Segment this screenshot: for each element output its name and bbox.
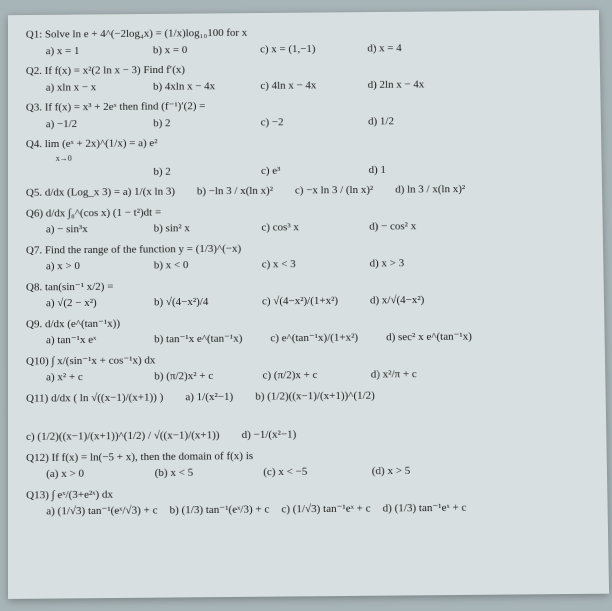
q9-opt-a: a) tan⁻¹x eˣ xyxy=(46,332,126,349)
q9-options: a) tan⁻¹x eˣ b) tan⁻¹x e^(tan⁻¹x) c) e^(… xyxy=(46,328,587,349)
q3-text: Q3. If f(x) = x³ + 2eˣ then find (f⁻¹)′(… xyxy=(26,100,205,113)
q9-opt-d: d) sec² x e^(tan⁻¹x) xyxy=(386,329,472,346)
q2-opt-b: b) 4xln x − 4x xyxy=(153,78,233,95)
q12-text: Q12) If f(x) = ln(−5 + x), then the doma… xyxy=(26,450,253,464)
question-3: Q3. If f(x) = x³ + 2eˣ then find (f⁻¹)′(… xyxy=(26,95,583,132)
q3-opt-b: b) 2 xyxy=(153,114,233,131)
q4-opt-b: b) 2 xyxy=(153,163,233,180)
q11-opt-a: a) 1/(x²−1) xyxy=(185,388,233,405)
q7-opt-d: d) x > 3 xyxy=(370,255,450,272)
q8-options: a) √(2 − x²) b) √(4−x²)/4 c) √(4−x²)/(1+… xyxy=(46,291,586,312)
q8-opt-d: d) x/√(4−x²) xyxy=(370,292,450,309)
q4-opt-c: c) e³ xyxy=(261,162,341,179)
q9-opt-c: c) e^(tan⁻¹x)/(1+x²) xyxy=(270,330,358,347)
q11-opt-c: c) (1/2)((x−1)/(x+1))^(1/2) / √((x−1)/(x… xyxy=(26,427,220,445)
question-2: Q2. If f(x) = x²(2 ln x − 3) Find f′(x) … xyxy=(26,58,583,95)
q13-opt-b: b) (1/3) tan⁻¹(eˣ/3) + c xyxy=(170,501,270,519)
q8-opt-a: a) √(2 − x²) xyxy=(46,295,126,312)
q4-text: Q4. lim (eˣ + 2x)^(1/x) = a) e² xyxy=(26,135,158,152)
q2-opt-a: a) xln x − x xyxy=(46,79,126,96)
q7-opt-a: a) x > 0 xyxy=(46,258,126,275)
q12-opt-a: (a) x > 0 xyxy=(46,465,126,482)
question-8: Q8. tan(sin⁻¹ x/2) = a) √(2 − x²) b) √(4… xyxy=(26,274,586,312)
q11-text: Q11) d/dx ( ln √((x−1)/(x+1)) ) xyxy=(26,389,163,407)
q6-options: a) − sin³x b) sin² x c) cos³ x d) − cos²… xyxy=(46,217,585,238)
q13-opt-c: c) (1/√3) tan⁻¹eˣ + c xyxy=(281,500,370,517)
q13-text: Q13) ∫ eˣ/(3+e²ˣ) dx xyxy=(26,488,113,501)
q1-opt-c: c) x = (1,−1) xyxy=(260,40,340,57)
q9-text: Q9. d/dx (e^(tan⁻¹x)) xyxy=(26,317,120,330)
exam-page: Q1: Solve ln e + 4^(−2log₄x) = (1/x)log₁… xyxy=(8,10,609,599)
q8-text: Q8. tan(sin⁻¹ x/2) = xyxy=(26,280,113,293)
q10-opt-a: a) x² + c xyxy=(46,369,126,386)
q4-opt-a xyxy=(46,164,126,181)
q11-opt-d: d) −1/(x²−1) xyxy=(242,426,297,443)
q12-opt-c: (c) x < −5 xyxy=(263,463,344,480)
q6-opt-a: a) − sin³x xyxy=(46,221,126,238)
question-9: Q9. d/dx (e^(tan⁻¹x)) a) tan⁻¹x eˣ b) ta… xyxy=(26,311,587,349)
q2-opt-c: c) 4ln x − 4x xyxy=(260,77,340,94)
q2-text: Q2. If f(x) = x²(2 ln x − 3) Find f′(x) xyxy=(26,64,185,77)
q10-opt-b: b) (π/2)x² + c xyxy=(154,368,234,385)
question-1: Q1: Solve ln e + 4^(−2log₄x) = (1/x)log₁… xyxy=(26,22,582,59)
q6-opt-d: d) − cos² x xyxy=(369,218,449,235)
q6-opt-c: c) cos³ x xyxy=(261,219,341,236)
q1-text: Q1: Solve ln e + 4^(−2log₄x) = (1/x)log₁… xyxy=(26,25,247,43)
q7-text: Q7. Find the range of the function y = (… xyxy=(26,242,241,256)
question-5: Q5. d/dx (Log_x 3) = a) 1/(x ln 3) b) −l… xyxy=(26,180,584,201)
q4-options: b) 2 c) e³ d) 1 xyxy=(46,160,584,181)
q9-opt-b: b) tan⁻¹x e^(tan⁻¹x) xyxy=(154,331,242,348)
q7-opt-c: c) x < 3 xyxy=(262,256,342,273)
q1-opt-a: a) x = 1 xyxy=(46,42,125,59)
q5-opt-d: d) ln 3 / x(ln x)² xyxy=(395,181,465,198)
q10-opt-c: c) (π/2)x + c xyxy=(262,367,342,384)
q6-text: Q6) d/dx ∫₈^(cos x) (1 − t²)dt = xyxy=(26,206,161,219)
q4-opt-d: d) 1 xyxy=(369,161,449,178)
q12-options: (a) x > 0 (b) x < 5 (c) x < −5 (d) x > 5 xyxy=(46,461,589,482)
question-7: Q7. Find the range of the function y = (… xyxy=(26,237,586,275)
q5-opt-c: c) −x ln 3 / (ln x)² xyxy=(295,182,373,199)
q7-options: a) x > 0 b) x < 0 c) x < 3 d) x > 3 xyxy=(46,254,586,275)
q8-opt-c: c) √(4−x²)/(1+x²) xyxy=(262,293,342,310)
question-4: Q4. lim (eˣ + 2x)^(1/x) = a) e² x→0 b) 2… xyxy=(26,132,584,181)
q3-opt-c: c) −2 xyxy=(261,113,341,130)
q12-opt-d: (d) x > 5 xyxy=(372,462,453,479)
q5-text: Q5. d/dx (Log_x 3) = a) 1/(x ln 3) xyxy=(26,184,175,202)
question-6: Q6) d/dx ∫₈^(cos x) (1 − t²)dt = a) − si… xyxy=(26,200,585,238)
q12-opt-b: (b) x < 5 xyxy=(155,464,235,481)
question-11: Q11) d/dx ( ln √((x−1)/(x+1)) ) a) 1/(x²… xyxy=(26,385,588,445)
q2-options: a) xln x − x b) 4xln x − 4x c) 4ln x − 4… xyxy=(46,75,583,96)
q3-options: a) −1/2 b) 2 c) −2 d) 1/2 xyxy=(46,111,583,132)
q3-opt-a: a) −1/2 xyxy=(46,115,126,132)
question-10: Q10) ∫ x/(sin⁻¹x + cos⁻¹x) dx a) x² + c … xyxy=(26,348,587,386)
q11-opt-b: b) (1/2)((x−1)/(x+1))^(1/2) xyxy=(255,387,375,405)
question-13: Q13) ∫ eˣ/(3+e²ˣ) dx a) (1/√3) tan⁻¹(eˣ/… xyxy=(26,482,590,520)
q3-opt-d: d) 1/2 xyxy=(368,112,448,129)
q1-opt-d: d) x = 4 xyxy=(367,39,447,56)
q13-opt-a: a) (1/√3) tan⁻¹(eˣ/√3) + c xyxy=(46,502,157,520)
q10-opt-d: d) x²/π + c xyxy=(371,366,451,383)
q13-options: a) (1/√3) tan⁻¹(eˣ/√3) + c b) (1/3) tan⁻… xyxy=(46,499,589,520)
q10-text: Q10) ∫ x/(sin⁻¹x + cos⁻¹x) dx xyxy=(26,354,155,367)
q8-opt-b: b) √(4−x²)/4 xyxy=(154,294,234,311)
question-12: Q12) If f(x) = ln(−5 + x), then the doma… xyxy=(26,445,589,483)
q2-opt-d: d) 2ln x − 4x xyxy=(368,76,448,93)
q1-opt-b: b) x = 0 xyxy=(153,41,233,58)
q7-opt-b: b) x < 0 xyxy=(154,257,234,274)
q10-options: a) x² + c b) (π/2)x² + c c) (π/2)x + c d… xyxy=(46,365,587,386)
q13-opt-d: d) (1/3) tan⁻¹eˣ + c xyxy=(383,500,467,517)
q6-opt-b: b) sin² x xyxy=(154,220,234,237)
q5-opt-b: b) −ln 3 / x(ln x)² xyxy=(197,183,273,200)
